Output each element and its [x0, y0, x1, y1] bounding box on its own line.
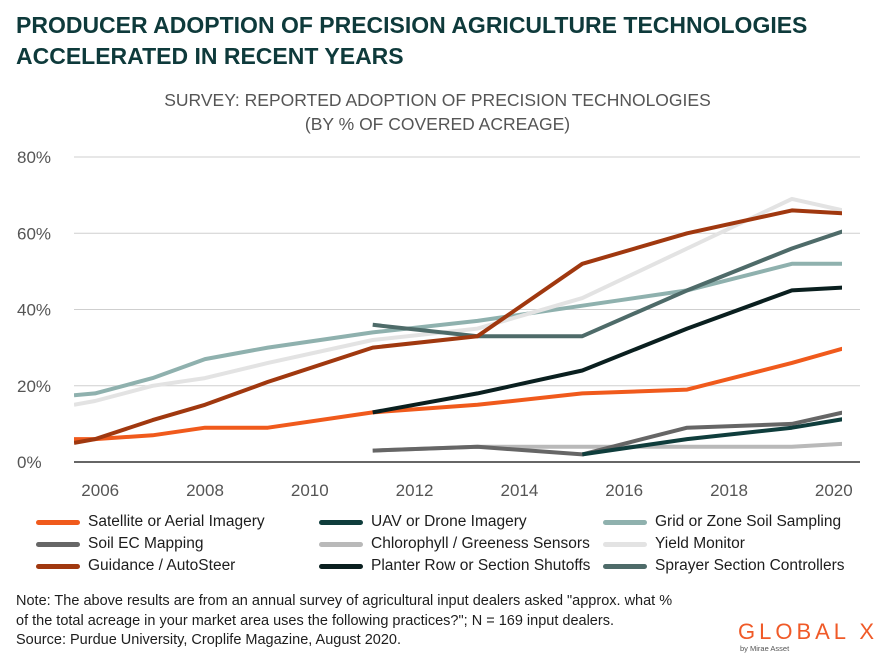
logo-tagline: by Mirae Asset	[740, 644, 790, 653]
legend-item: Planter Row or Section Shutoffs	[319, 555, 590, 577]
x-tick-label: 2006	[81, 481, 119, 500]
legend-item: Guidance / AutoSteer	[36, 555, 235, 577]
legend-swatch	[319, 541, 363, 547]
chart-title: SURVEY: REPORTED ADOPTION OF PRECISION T…	[164, 90, 711, 110]
legend-item: Grid or Zone Soil Sampling	[603, 511, 841, 533]
y-tick-label: 0%	[17, 453, 42, 472]
chart-subtitle: (BY % OF COVERED ACREAGE)	[304, 114, 571, 134]
legend-label: Satellite or Aerial Imagery	[88, 513, 265, 530]
legend-swatch	[36, 519, 80, 525]
legend-swatch	[603, 563, 647, 569]
legend-item: Yield Monitor	[603, 533, 745, 555]
legend-label: UAV or Drone Imagery	[371, 513, 527, 530]
legend-item: Satellite or Aerial Imagery	[36, 511, 265, 533]
series-group	[74, 196, 842, 457]
series-line-soil-ec-mapping	[372, 410, 842, 457]
line-chart: 0% 20% 40% 60% 80% 2006 2008 2010 2012 2014 2016 20…	[17, 148, 860, 500]
legend-swatch	[603, 519, 647, 525]
source-line: Source: Purdue University, Croplife Maga…	[16, 632, 401, 648]
legend-item: Chlorophyll / Greeness Sensors	[319, 533, 590, 555]
headline-line-1: PRODUCER ADOPTION OF PRECISION AGRICULTU…	[16, 12, 808, 38]
legend-label: Guidance / AutoSteer	[88, 557, 236, 574]
series-line-sprayer-section-controllers	[372, 229, 842, 339]
note-line-2: of the total acreage in your market area…	[16, 612, 614, 629]
legend-item: Soil EC Mapping	[36, 533, 203, 555]
y-tick-label: 60%	[17, 224, 51, 243]
legend-label: Chlorophyll / Greeness Sensors	[371, 535, 590, 552]
footnote: Note: The above results are from an annu…	[16, 592, 736, 651]
chart-title-block: SURVEY: REPORTED ADOPTION OF PRECISION T…	[0, 88, 875, 136]
series-line-yield-monitor	[74, 196, 842, 407]
x-tick-label: 2016	[605, 481, 643, 500]
note-line-1: Note: The above results are from an annu…	[16, 593, 673, 609]
series-line-guidance-autosteer	[74, 208, 842, 445]
x-tick-label: 2018	[710, 481, 748, 500]
legend-item: UAV or Drone Imagery	[319, 511, 527, 533]
legend-label: Yield Monitor	[655, 535, 745, 552]
y-tick-label: 20%	[17, 377, 51, 396]
legend-swatch	[319, 563, 363, 569]
y-tick-label: 80%	[17, 148, 51, 167]
legend-swatch	[603, 541, 647, 547]
headline: PRODUCER ADOPTION OF PRECISION AGRICULTU…	[16, 10, 856, 72]
legend-swatch	[319, 519, 363, 525]
brand-logo: GLOBAL X by Mirae Asset	[738, 619, 875, 654]
legend-swatch	[36, 541, 80, 547]
legend-label: Soil EC Mapping	[88, 535, 204, 552]
legend-label: Planter Row or Section Shutoffs	[371, 557, 591, 574]
series-line-uav-or-drone-imagery	[582, 417, 842, 457]
x-tick-label: 2008	[186, 481, 224, 500]
legend-label: Grid or Zone Soil Sampling	[655, 513, 842, 530]
legend-item: Sprayer Section Controllers	[603, 555, 845, 577]
legend-swatch	[36, 563, 80, 569]
series-line-planter-row-or-section-shutoffs	[372, 285, 842, 415]
x-tick-label: 2014	[500, 481, 538, 500]
logo-wordmark: GLOBAL X	[738, 619, 875, 644]
y-tick-label: 40%	[17, 301, 51, 320]
x-tick-label: 2010	[291, 481, 329, 500]
x-tick-label: 2020	[815, 481, 853, 500]
legend-label: Sprayer Section Controllers	[655, 557, 845, 574]
x-tick-label: 2012	[396, 481, 434, 500]
headline-line-2: ACCELERATED IN RECENT YEARS	[16, 43, 404, 69]
series-line-grid-or-zone-soil-sampling	[74, 261, 842, 398]
